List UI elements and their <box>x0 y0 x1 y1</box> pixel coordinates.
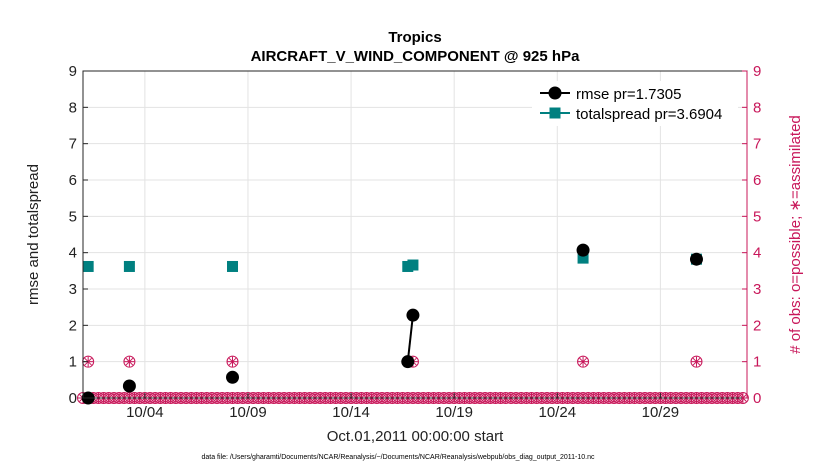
x-tick-label: 10/09 <box>229 404 267 421</box>
rmse-point <box>122 379 136 393</box>
y-right-tick-label: 8 <box>753 99 761 116</box>
y-tick-label: 0 <box>69 390 77 407</box>
y-right-tick-label: 4 <box>753 245 761 262</box>
rmse-point <box>226 370 240 384</box>
y-tick-label: 5 <box>69 208 77 225</box>
totalspread-point <box>227 260 239 272</box>
series-layer <box>81 243 703 405</box>
y-tick-label: 8 <box>69 99 77 116</box>
y-right-tick-label: 1 <box>753 354 761 371</box>
rmse-point <box>406 308 420 322</box>
obs-possible-marker <box>123 355 136 368</box>
x-tick-label: 10/29 <box>642 404 680 421</box>
grid-lines <box>83 70 747 399</box>
rmse-line <box>406 315 414 362</box>
legend-totalspread-marker <box>549 107 561 119</box>
legend-rmse-label: rmse pr=1.7305 <box>576 86 681 103</box>
y-right-tick-label: 0 <box>753 390 761 407</box>
legend-box <box>532 81 738 126</box>
obs-possible-marker <box>690 355 703 368</box>
legend-rmse-marker <box>548 86 562 100</box>
data-file-footnote: data file: /Users/gharamti/Documents/NCA… <box>201 454 595 461</box>
chart-title: Tropics <box>388 29 441 46</box>
x-axis-label: Oct.01,2011 00:00:00 start <box>327 428 504 445</box>
y-tick-label: 6 <box>69 172 77 189</box>
y-axis-label-left: rmse and totalspread <box>25 164 42 305</box>
y-right-tick-label: 5 <box>753 208 761 225</box>
totalspread-point <box>82 260 94 272</box>
y-tick-label: 7 <box>69 136 77 153</box>
y-axis-label-right: # of obs: o=possible; ∗=assimilated <box>787 115 804 354</box>
obs-count-nonzero <box>577 355 590 368</box>
totalspread-point <box>123 260 135 272</box>
y-right-tick-label: 7 <box>753 136 761 153</box>
obs-possible-marker <box>226 355 239 368</box>
y-right-tick-label: 6 <box>753 172 761 189</box>
y-tick-label: 4 <box>69 245 77 262</box>
obs-possible-marker <box>577 355 590 368</box>
rmse-point <box>689 252 703 266</box>
x-tick-label: 10/24 <box>539 404 577 421</box>
y-right-tick-label: 2 <box>753 317 761 334</box>
x-tick-label: 10/04 <box>126 404 164 421</box>
x-tick-label: 10/14 <box>332 404 370 421</box>
y-tick-label: 9 <box>69 63 77 80</box>
y-right-tick-label: 9 <box>753 63 761 80</box>
y-right-tick-label: 3 <box>753 281 761 298</box>
obs-assimilated-marker <box>125 357 134 366</box>
obs-count-nonzero <box>226 355 239 368</box>
obs-assimilated-marker <box>692 357 701 366</box>
y-tick-label: 3 <box>69 281 77 298</box>
legend-totalspread-label: totalspread pr=3.6904 <box>576 106 722 123</box>
obs-assimilated-marker <box>579 357 587 366</box>
totalspread-point <box>407 259 419 271</box>
totalspread-point <box>577 252 589 264</box>
y-tick-label: 2 <box>69 317 77 334</box>
rmse-point <box>576 243 590 257</box>
y-tick-label: 1 <box>69 354 77 371</box>
obs-assimilated-marker <box>228 357 237 366</box>
x-tick-label: 10/19 <box>435 404 473 421</box>
tick-layer: 0 1 2 3 4 5 6 7 8 9 0 1 2 3 4 5 6 7 8 9 10/04 10/09 10/14 10/19… <box>69 63 762 421</box>
obs-count-nonzero <box>123 355 136 368</box>
obs-assimilated-marker <box>84 357 93 366</box>
rmse-point <box>401 355 415 369</box>
legend: rmse pr=1.7305 totalspread pr=3.6904 <box>532 81 738 126</box>
chart-subtitle: AIRCRAFT_V_WIND_COMPONENT @ 925 hPa <box>251 48 581 65</box>
obs-count-nonzero <box>690 355 703 368</box>
